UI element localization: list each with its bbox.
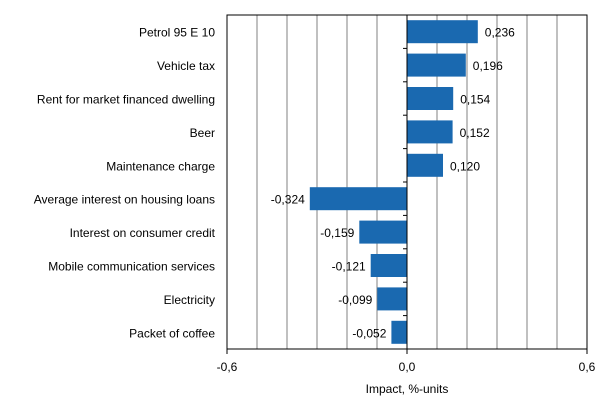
bar [370,254,407,277]
data-label: 0,154 [460,93,490,107]
data-label: 0,196 [473,59,503,73]
bar [407,87,454,110]
category-label: Electricity [164,293,215,307]
data-label: -0,099 [338,293,372,307]
bar [377,287,407,311]
category-label: Packet of coffee [129,326,215,340]
x-tick-label: 0,0 [399,360,416,374]
bar [407,153,443,177]
data-label: 0,120 [450,159,480,173]
x-tick-label: -0,6 [217,360,238,374]
data-label: -0,121 [332,260,366,274]
data-label: -0,052 [352,326,386,340]
bar [407,20,478,44]
data-label: 0,236 [485,26,515,40]
bar [391,320,407,344]
category-label: Mobile communication services [48,260,215,274]
category-label: Vehicle tax [157,59,215,73]
bar [309,187,407,211]
bar [407,53,466,77]
category-label: Interest on consumer credit [70,226,216,240]
bar [359,220,407,244]
category-label: Maintenance charge [106,159,215,173]
bar [407,120,453,144]
data-label: -0,324 [271,193,305,207]
data-label: -0,159 [320,226,354,240]
x-tick-label: 0,6 [579,360,596,374]
category-label: Average interest on housing loans [34,193,215,207]
data-label: 0,152 [460,126,490,140]
x-axis-label: Impact, %-units [366,382,449,396]
category-label: Beer [190,126,215,140]
category-label: Petrol 95 E 10 [139,26,215,40]
category-label: Rent for market financed dwelling [37,93,215,107]
